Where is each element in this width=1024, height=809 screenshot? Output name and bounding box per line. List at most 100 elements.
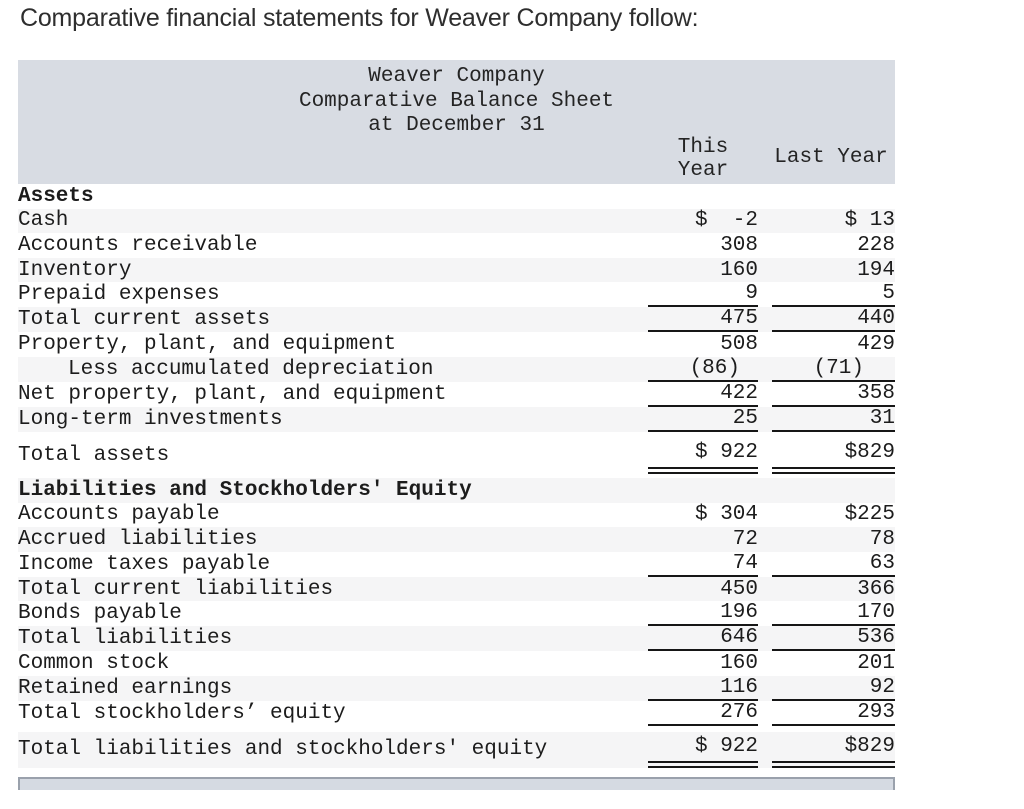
table-row: Accounts receivable 308 228 bbox=[18, 233, 895, 258]
table-row: Long-term investments 25 31 bbox=[18, 406, 895, 432]
value-last-year: 63 bbox=[772, 552, 895, 577]
row-label: Less accumulated depreciation bbox=[18, 356, 648, 382]
value-last-year: 92 bbox=[772, 675, 895, 701]
row-label: Net property, plant, and equipment bbox=[18, 382, 447, 406]
value-last-year bbox=[772, 477, 895, 503]
subtotal-row: Total current liabilities 450 366 bbox=[18, 576, 895, 602]
spacer-row bbox=[18, 725, 895, 732]
row-label: Bonds payable bbox=[18, 602, 182, 626]
table-row: Prepaid expenses 9 5 bbox=[18, 282, 895, 308]
value-last-year: (71) bbox=[772, 356, 895, 382]
column-header-this-year: This Year bbox=[677, 136, 729, 182]
value-last-year: 5 bbox=[772, 282, 895, 308]
value-this-year: $ 922 bbox=[648, 438, 758, 474]
value-last-year: 293 bbox=[772, 701, 895, 726]
value-last-year: 201 bbox=[857, 652, 895, 676]
balance-sheet-title-block: Weaver Company Comparative Balance Sheet… bbox=[18, 60, 895, 139]
statement-date: at December 31 bbox=[368, 114, 545, 137]
row-label: Prepaid expenses bbox=[18, 283, 220, 307]
row-label: Total current assets bbox=[18, 307, 648, 333]
row-label: Accounts payable bbox=[18, 503, 220, 527]
row-label: Property, plant, and equipment bbox=[18, 333, 397, 357]
total-row: Total liabilities and stockholders' equi… bbox=[18, 731, 895, 768]
value-last-year: 170 bbox=[772, 601, 895, 627]
row-label: Cash bbox=[18, 208, 648, 234]
subtotal-row: Net property, plant, and equipment 422 3… bbox=[18, 382, 895, 407]
row-label: Total liabilities and stockholders' equi… bbox=[18, 731, 648, 768]
table-row: Property, plant, and equipment 508 429 bbox=[18, 332, 895, 357]
value-this-year: 74 bbox=[648, 552, 758, 577]
spacer-row bbox=[18, 473, 895, 478]
table-row: Retained earnings 116 92 bbox=[18, 675, 895, 701]
value-this-year: 72 bbox=[648, 527, 758, 552]
row-label: Income taxes payable bbox=[18, 552, 271, 576]
section-header-row: Assets bbox=[18, 184, 895, 209]
table-row: Less accumulated depreciation (86) (71) bbox=[18, 356, 895, 382]
section-header-row: Liabilities and Stockholders' Equity bbox=[18, 477, 895, 503]
comparative-balance-sheet: Weaver Company Comparative Balance Sheet… bbox=[18, 60, 895, 768]
balance-sheet-header: Weaver Company Comparative Balance Sheet… bbox=[18, 60, 895, 184]
value-this-year: 646 bbox=[648, 626, 758, 652]
row-label: Liabilities and Stockholders' Equity bbox=[18, 477, 648, 503]
next-table-cut-off-bar bbox=[18, 777, 895, 790]
table-row: Cash $ -2 $ 13 bbox=[18, 208, 895, 234]
value-last-year: $829 bbox=[772, 438, 895, 474]
value-this-year: 25 bbox=[648, 406, 758, 432]
total-row: Total assets $ 922 $829 bbox=[18, 438, 895, 474]
value-this-year: $ 304 bbox=[694, 503, 758, 527]
row-label: Inventory bbox=[18, 257, 648, 283]
subtotal-row: Total current assets 475 440 bbox=[18, 307, 895, 333]
subtotal-row: Total stockholders’ equity 276 293 bbox=[18, 701, 895, 726]
value-this-year: 450 bbox=[648, 576, 758, 602]
value-this-year: $ -2 bbox=[648, 208, 758, 234]
value-this-year: 116 bbox=[648, 675, 758, 701]
table-row: Inventory 160 194 bbox=[18, 257, 895, 283]
value-this-year: 422 bbox=[648, 382, 758, 407]
value-this-year: (86) bbox=[648, 356, 758, 382]
row-label: Accounts receivable bbox=[18, 233, 258, 257]
table-row: Common stock 160 201 bbox=[18, 651, 895, 676]
value-last-year: 31 bbox=[772, 406, 895, 432]
value-last-year: 228 bbox=[857, 233, 895, 257]
page-title: Comparative financial statements for Wea… bbox=[20, 4, 699, 32]
spacer-row bbox=[18, 431, 895, 438]
value-last-year: $ 13 bbox=[772, 208, 895, 234]
value-this-year: 160 bbox=[648, 257, 758, 283]
subtotal-row: Total liabilities 646 536 bbox=[18, 626, 895, 652]
value-last-year: $829 bbox=[772, 731, 895, 768]
balance-sheet-table: Assets Cash $ -2 $ 13 Accounts receivabl… bbox=[18, 184, 895, 768]
column-header-last-year: Last Year bbox=[774, 146, 888, 169]
table-row: Income taxes payable 74 63 bbox=[18, 552, 895, 577]
table-row: Accounts payable $ 304 $225 bbox=[18, 503, 895, 528]
table-row: Bonds payable 196 170 bbox=[18, 601, 895, 627]
value-last-year: 366 bbox=[772, 576, 895, 602]
row-label: Total stockholders’ equity bbox=[18, 701, 346, 725]
value-last-year bbox=[772, 184, 895, 209]
value-this-year: 276 bbox=[648, 701, 758, 726]
value-this-year: 475 bbox=[648, 307, 758, 333]
value-last-year: 440 bbox=[772, 307, 895, 333]
table-row: Accrued liabilities 72 78 bbox=[18, 527, 895, 552]
row-label: Total current liabilities bbox=[18, 576, 648, 602]
value-last-year: 358 bbox=[772, 382, 895, 407]
value-this-year bbox=[648, 184, 758, 209]
value-this-year: 196 bbox=[648, 601, 758, 627]
row-label: Accrued liabilities bbox=[18, 527, 648, 552]
row-label: Total liabilities bbox=[18, 626, 648, 652]
statement-title: Comparative Balance Sheet bbox=[298, 89, 615, 113]
row-label: Long-term investments bbox=[18, 406, 648, 432]
value-this-year: $ 922 bbox=[648, 731, 758, 768]
value-this-year bbox=[648, 477, 758, 503]
row-label: Common stock bbox=[18, 652, 170, 676]
value-this-year: 9 bbox=[648, 282, 758, 308]
value-last-year: 429 bbox=[857, 333, 895, 357]
row-label: Total assets bbox=[18, 444, 170, 468]
value-this-year: 160 bbox=[720, 652, 758, 676]
value-this-year: 508 bbox=[720, 333, 758, 357]
company-name: Weaver Company bbox=[368, 65, 545, 88]
value-this-year: 308 bbox=[720, 233, 758, 257]
value-last-year: 194 bbox=[772, 257, 895, 283]
value-last-year: 78 bbox=[772, 527, 895, 552]
value-last-year: $225 bbox=[844, 503, 895, 527]
value-last-year: 536 bbox=[772, 626, 895, 652]
